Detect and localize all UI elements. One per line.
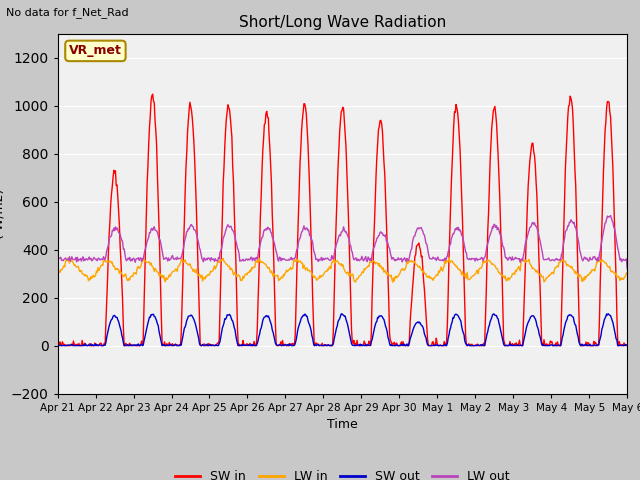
Legend: SW in, LW in, SW out, LW out: SW in, LW in, SW out, LW out <box>170 465 515 480</box>
Title: Short/Long Wave Radiation: Short/Long Wave Radiation <box>239 15 446 30</box>
X-axis label: Time: Time <box>327 418 358 431</box>
Text: No data for f_Net_Rad: No data for f_Net_Rad <box>6 7 129 18</box>
Text: VR_met: VR_met <box>69 44 122 58</box>
Y-axis label: ( W/m2): ( W/m2) <box>0 189 5 239</box>
